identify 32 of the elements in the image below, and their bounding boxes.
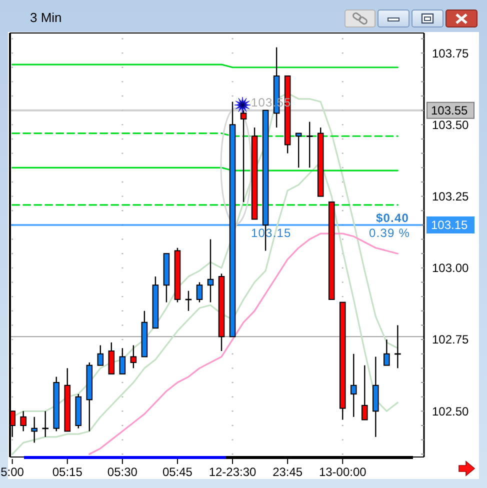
annotation: 0.39 % (369, 226, 410, 240)
candlestick (240, 110, 247, 203)
candlestick (196, 282, 203, 303)
ref-line-label: 103.55 (431, 104, 468, 118)
annotation: $0.40 (376, 210, 409, 225)
y-tick-label: 103.50 (432, 118, 470, 132)
candlestick (295, 132, 302, 168)
x-tick-label: 05:45 (162, 465, 193, 479)
y-tick-label: 103.25 (432, 189, 470, 204)
candlestick (306, 121, 313, 168)
x-tick-label: 05:15 (52, 465, 83, 479)
y-tick-label: 103.75 (432, 46, 470, 60)
candlestick (384, 338, 390, 366)
candlestick (97, 344, 104, 366)
y-tick-label: 103.00 (432, 261, 470, 276)
candlestick (130, 344, 137, 369)
y-tick-label: 102.50 (432, 404, 470, 418)
x-tick-label: 13-00:00 (318, 465, 367, 479)
candlestick (20, 410, 26, 432)
x-tick-label: 5:00 (0, 465, 24, 479)
candlestick (362, 364, 368, 420)
x-tick-label: 12-23:30 (208, 465, 257, 479)
y-tick-label: 102.75 (432, 332, 470, 347)
ref-line-label: 103.15 (431, 218, 468, 232)
chart-title: 3 Min (30, 10, 62, 25)
x-tick-label: 05:30 (107, 465, 138, 479)
candlestick (108, 342, 115, 375)
candlestick (207, 238, 214, 303)
x-tick-label: 23:45 (272, 465, 303, 479)
candlestick (119, 348, 126, 375)
candlestick (350, 353, 357, 418)
candlestick (31, 416, 38, 444)
